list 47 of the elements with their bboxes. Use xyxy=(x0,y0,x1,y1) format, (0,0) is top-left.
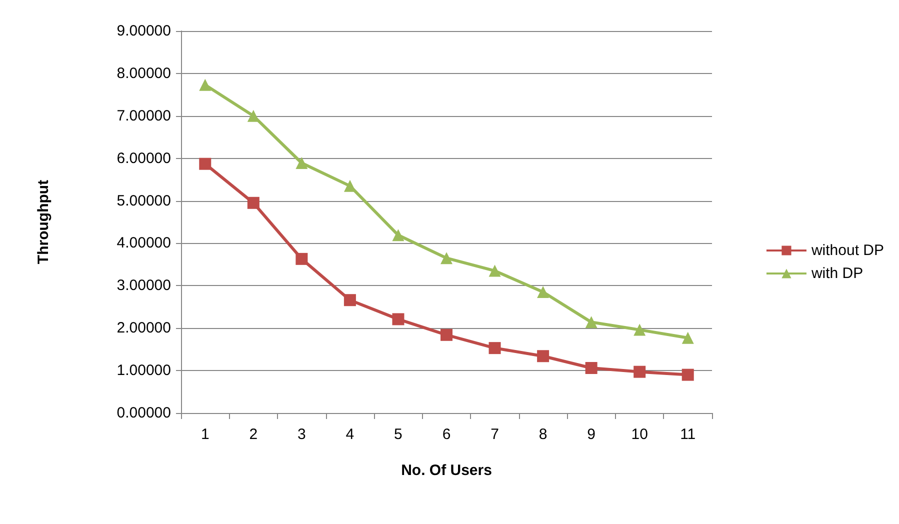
point xyxy=(296,157,308,169)
point xyxy=(296,252,308,265)
point xyxy=(440,252,452,264)
point xyxy=(199,158,212,170)
x-tick-label: 8 xyxy=(538,426,548,443)
point xyxy=(585,362,598,374)
y-tick-label: 3.00000 xyxy=(116,277,171,294)
point xyxy=(634,324,646,336)
point xyxy=(682,368,694,381)
point xyxy=(199,78,212,91)
point xyxy=(344,294,356,306)
x-tick-label: 5 xyxy=(394,426,402,443)
y-tick-label: 7.00000 xyxy=(116,107,171,124)
x-tick-label: 2 xyxy=(249,426,258,443)
y-tick-label: 6.00000 xyxy=(116,150,171,167)
x-tick-label: 9 xyxy=(587,426,596,443)
y-tick-label: 1.00000 xyxy=(116,362,171,380)
x-tick-label: 4 xyxy=(346,426,354,443)
legend-label: without DP xyxy=(810,242,884,259)
x-tick-label: 11 xyxy=(680,426,696,443)
point xyxy=(488,264,501,277)
y-tick-label: 5.00000 xyxy=(116,192,171,210)
point xyxy=(537,350,550,362)
point xyxy=(247,110,260,122)
x-tick-label: 1 xyxy=(200,426,210,443)
point xyxy=(440,328,452,341)
point xyxy=(392,313,404,326)
legend-label: with DP xyxy=(810,265,864,282)
y-tick-label: 2.00000 xyxy=(116,320,171,337)
x-tick-label: 6 xyxy=(442,426,451,443)
point xyxy=(488,342,501,354)
x-tick-label: 10 xyxy=(631,426,648,443)
point xyxy=(634,366,646,378)
y-tick-label: 4.00000 xyxy=(116,234,171,252)
y-tick-label: 8.00000 xyxy=(116,64,171,82)
y-axis-title: Throughput xyxy=(35,180,52,264)
y-tick-label: 9.00000 xyxy=(116,22,171,40)
point xyxy=(392,229,404,242)
point xyxy=(682,332,694,344)
x-tick-label: 7 xyxy=(490,426,499,443)
point xyxy=(247,196,260,209)
x-axis-title: No. Of Users xyxy=(401,462,492,479)
point xyxy=(585,316,598,328)
point xyxy=(537,286,550,298)
point xyxy=(344,180,356,192)
y-tick-label: 0.00000 xyxy=(116,404,171,422)
x-tick-label: 3 xyxy=(298,426,306,443)
